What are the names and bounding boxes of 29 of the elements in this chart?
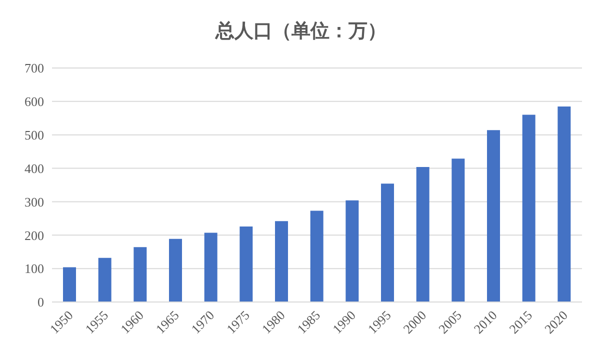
y-tick-label: 100 [24,261,44,276]
bar [169,238,182,302]
y-tick-label: 400 [24,160,44,176]
chart-title: 总人口（单位：万） [214,20,388,44]
x-tick-label: 1960 [117,308,146,337]
y-tick-label: 700 [24,60,44,76]
bar [558,106,571,302]
bar [240,226,253,302]
x-tick-label: 1990 [329,308,358,337]
y-tick-label: 500 [24,127,44,142]
y-tick-label: 600 [24,94,44,110]
bar [134,247,147,302]
y-tick-label: 200 [24,228,44,243]
x-tick-label: 1970 [188,308,218,337]
bar [381,184,394,302]
bar [452,158,465,302]
bar [204,232,218,302]
bar [63,267,76,302]
bar [522,114,536,302]
x-tick-label: 1980 [258,308,288,337]
x-tick-label: 1950 [46,308,76,337]
bar [346,200,359,302]
y-tick-label: 0 [38,294,44,310]
bar [310,210,324,302]
bar [98,258,112,302]
bar [275,221,288,302]
bar [416,166,430,302]
bar [487,130,500,302]
y-tick-label: 300 [24,194,44,210]
